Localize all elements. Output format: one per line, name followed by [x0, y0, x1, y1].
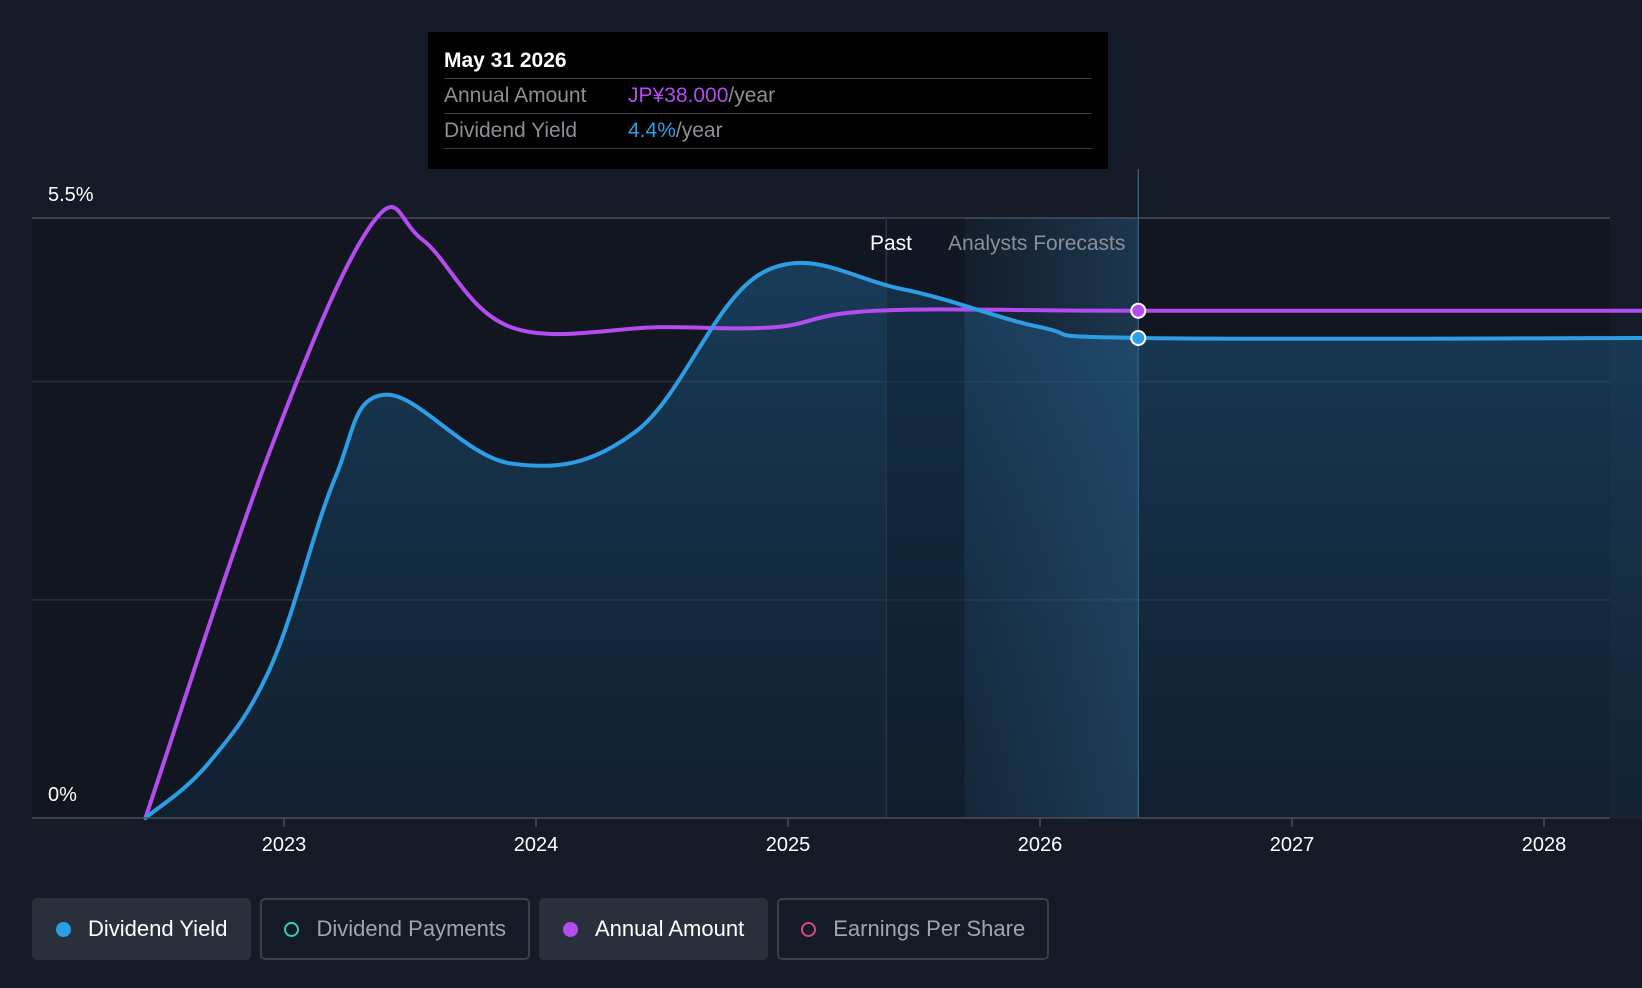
y-axis-top-label: 5.5% — [48, 184, 94, 206]
annual-amount-marker — [1130, 302, 1147, 319]
x-tick-label: 2025 — [766, 834, 811, 856]
tooltip-date: May 31 2026 — [444, 49, 567, 72]
y-axis-bottom-label: 0% — [48, 784, 77, 806]
dividend-yield-line — [143, 261, 1642, 820]
tooltip-annual-amount-unit: /year — [728, 84, 776, 107]
past-zone — [886, 218, 965, 818]
tooltip-annual-amount-value: JP¥38.000 — [628, 84, 729, 107]
legend-label: Dividend Yield — [88, 916, 228, 941]
tooltip: May 31 2026 Annual Amount JP¥38.000 /yea… — [428, 32, 1108, 169]
legend-earnings-per-share[interactable]: Earnings Per Share — [777, 898, 1050, 960]
x-tick-label: 2023 — [262, 834, 307, 856]
legend-label: Annual Amount — [594, 916, 745, 941]
tooltip-dividend-yield-value: 4.4% — [628, 119, 676, 142]
legend-dividend-payments[interactable]: Dividend Payments — [260, 898, 530, 960]
legend-dividend-yield[interactable]: Dividend Yield — [32, 898, 252, 960]
legend: Dividend Yield Dividend Payments Annual … — [32, 898, 1050, 960]
tooltip-dividend-yield-label: Dividend Yield — [444, 119, 578, 142]
legend-dot-icon — [801, 921, 817, 937]
dividend-yield-area — [145, 263, 1642, 818]
legend-annual-amount[interactable]: Annual Amount — [538, 898, 769, 960]
legend-label: Dividend Payments — [316, 916, 506, 941]
x-tick-label: 2024 — [514, 834, 559, 856]
legend-dot-icon — [56, 921, 71, 937]
dividend-yield-marker — [1130, 330, 1147, 346]
tooltip-row-annual-amount: Annual Amount JP¥38.000 /year — [444, 78, 1092, 113]
past-label: Past — [870, 232, 912, 255]
tooltip-dividend-yield-unit: /year — [675, 119, 723, 142]
legend-label: Earnings Per Share — [833, 916, 1026, 941]
tooltip-row-dividend-yield: Dividend Yield 4.4% /year — [444, 113, 1092, 149]
forecast-zone — [964, 218, 1139, 818]
x-tick-label: 2027 — [1270, 834, 1315, 856]
analysts-forecasts-label: Analysts Forecasts — [948, 232, 1125, 255]
tooltip-annual-amount-label: Annual Amount — [444, 84, 587, 107]
x-tick-label: 2026 — [1018, 834, 1063, 856]
legend-dot-icon — [562, 921, 578, 937]
legend-dot-icon — [284, 921, 300, 937]
x-tick-label: 2028 — [1522, 834, 1567, 856]
